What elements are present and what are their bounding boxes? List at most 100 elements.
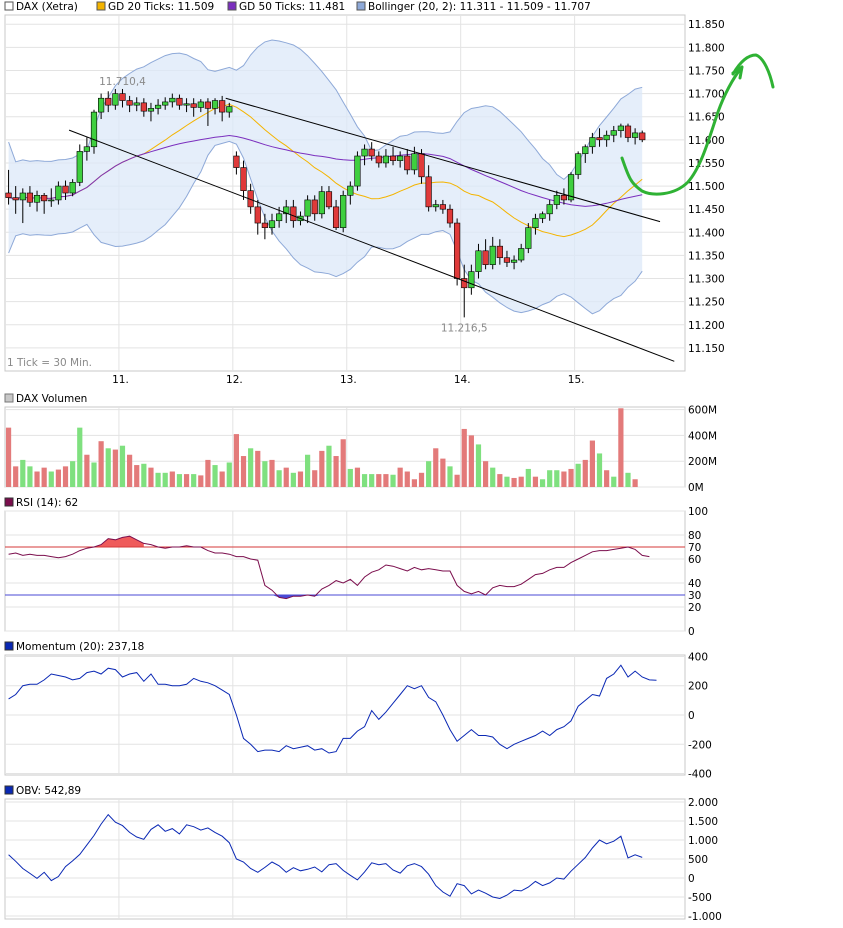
candle: [397, 151, 404, 168]
volume-bar: [297, 471, 304, 487]
candle-body: [197, 101, 204, 108]
obv-grid: [5, 799, 685, 919]
volume-bar: [397, 467, 403, 487]
candle: [183, 98, 190, 113]
candle: [454, 218, 461, 286]
volume-bar: [468, 435, 474, 487]
hand-drawn-arrow: [620, 53, 775, 196]
candle-body: [105, 97, 112, 106]
candle-body: [318, 191, 325, 215]
candle: [596, 128, 603, 147]
volume-bar: [625, 472, 631, 487]
y-tick-label: 200: [688, 681, 708, 693]
y-tick-label: 11.400: [688, 227, 725, 239]
y-tick-label: 11.700: [688, 89, 725, 101]
y-tick-label: 11.550: [688, 158, 725, 170]
candle: [76, 144, 83, 187]
volume-bar: [62, 466, 69, 487]
candle: [560, 188, 568, 205]
candle: [254, 199, 261, 235]
volume-bar: [383, 474, 389, 487]
volume-bar: [475, 444, 482, 487]
volume-bar: [269, 459, 275, 487]
volume-bar: [205, 459, 211, 487]
bollinger-band-area: [8, 40, 643, 314]
volume-bar: [483, 461, 489, 487]
volume-y-axis: 0M 200M 400M 600M: [688, 405, 717, 494]
candle-body: [632, 132, 639, 138]
candle-body: [33, 195, 41, 203]
volume-bar: [604, 470, 610, 487]
price-annotations: 11.710,4 11.216,5: [99, 76, 488, 334]
y-tick-label: -500: [688, 892, 712, 904]
candle: [176, 94, 183, 110]
candle: [98, 93, 105, 120]
candle-body: [432, 204, 439, 208]
rsi-line: [8, 535, 650, 600]
rsi-legend-swatch: [4, 497, 14, 507]
candle-body: [639, 132, 646, 141]
candle-body: [454, 222, 461, 279]
candle: [496, 239, 503, 265]
volume-bar: [525, 468, 531, 487]
candle-body: [375, 155, 382, 164]
volume-bar: [70, 461, 76, 487]
candle-body: [76, 151, 83, 183]
candle-body: [418, 153, 425, 178]
legend-swatch: [227, 1, 237, 11]
candle: [62, 180, 69, 200]
momentum-grid: [5, 655, 685, 775]
rsi-levels: 70 30: [5, 542, 701, 602]
volume-bar: [191, 474, 197, 487]
volume-bar: [582, 459, 588, 487]
candle-body: [354, 155, 361, 187]
tick-note: 1 Tick = 30 Min.: [7, 357, 92, 369]
candle: [33, 190, 41, 212]
candle-body: [62, 185, 69, 194]
candle-body: [154, 104, 162, 109]
candle: [553, 190, 560, 210]
volume-bar: [112, 449, 118, 487]
volume-bar: [55, 469, 61, 487]
candle-body: [126, 100, 133, 106]
volume-bar: [490, 467, 496, 487]
candle: [162, 97, 169, 110]
y-tick-label: 100: [688, 506, 708, 518]
volume-bar: [119, 445, 126, 487]
volume-bar: [312, 470, 318, 487]
legend-swatch: [96, 1, 106, 11]
y-tick-label: 11.600: [688, 135, 725, 147]
candle-body: [276, 213, 283, 222]
candle-body: [582, 146, 589, 155]
y-tick-label: 1.000: [688, 835, 718, 847]
candle: [226, 102, 233, 118]
candle: [12, 186, 19, 214]
price-x-axis: 11. 12. 13. 14. 15.: [112, 374, 584, 386]
y-tick-label: 11.300: [688, 274, 725, 286]
candle-body: [55, 185, 62, 201]
candle-body: [332, 206, 340, 228]
x-tick-label: 15.: [568, 374, 585, 386]
candle: [41, 193, 48, 214]
volume-panel: DAX Volumen 0M 200M 400M 600M: [4, 393, 717, 494]
candle: [368, 142, 375, 161]
candle: [133, 97, 140, 112]
candle-body: [510, 259, 518, 263]
momentum-title: Momentum (20): 237,18: [16, 641, 144, 653]
candle-body: [162, 101, 169, 106]
volume-bar: [183, 474, 190, 487]
candle-body: [567, 174, 575, 201]
candle: [532, 213, 539, 235]
volume-bars: [5, 408, 638, 487]
volume-bar: [226, 462, 232, 487]
candle: [382, 149, 390, 168]
volume-bar: [532, 476, 539, 487]
x-tick-label: 12.: [226, 374, 243, 386]
candle: [567, 172, 575, 203]
candle: [439, 199, 446, 214]
candle: [603, 130, 610, 147]
candle-body: [468, 271, 475, 289]
volume-bar: [511, 477, 517, 487]
candle: [140, 98, 147, 117]
price-annotation: 11.216,5: [441, 322, 488, 334]
